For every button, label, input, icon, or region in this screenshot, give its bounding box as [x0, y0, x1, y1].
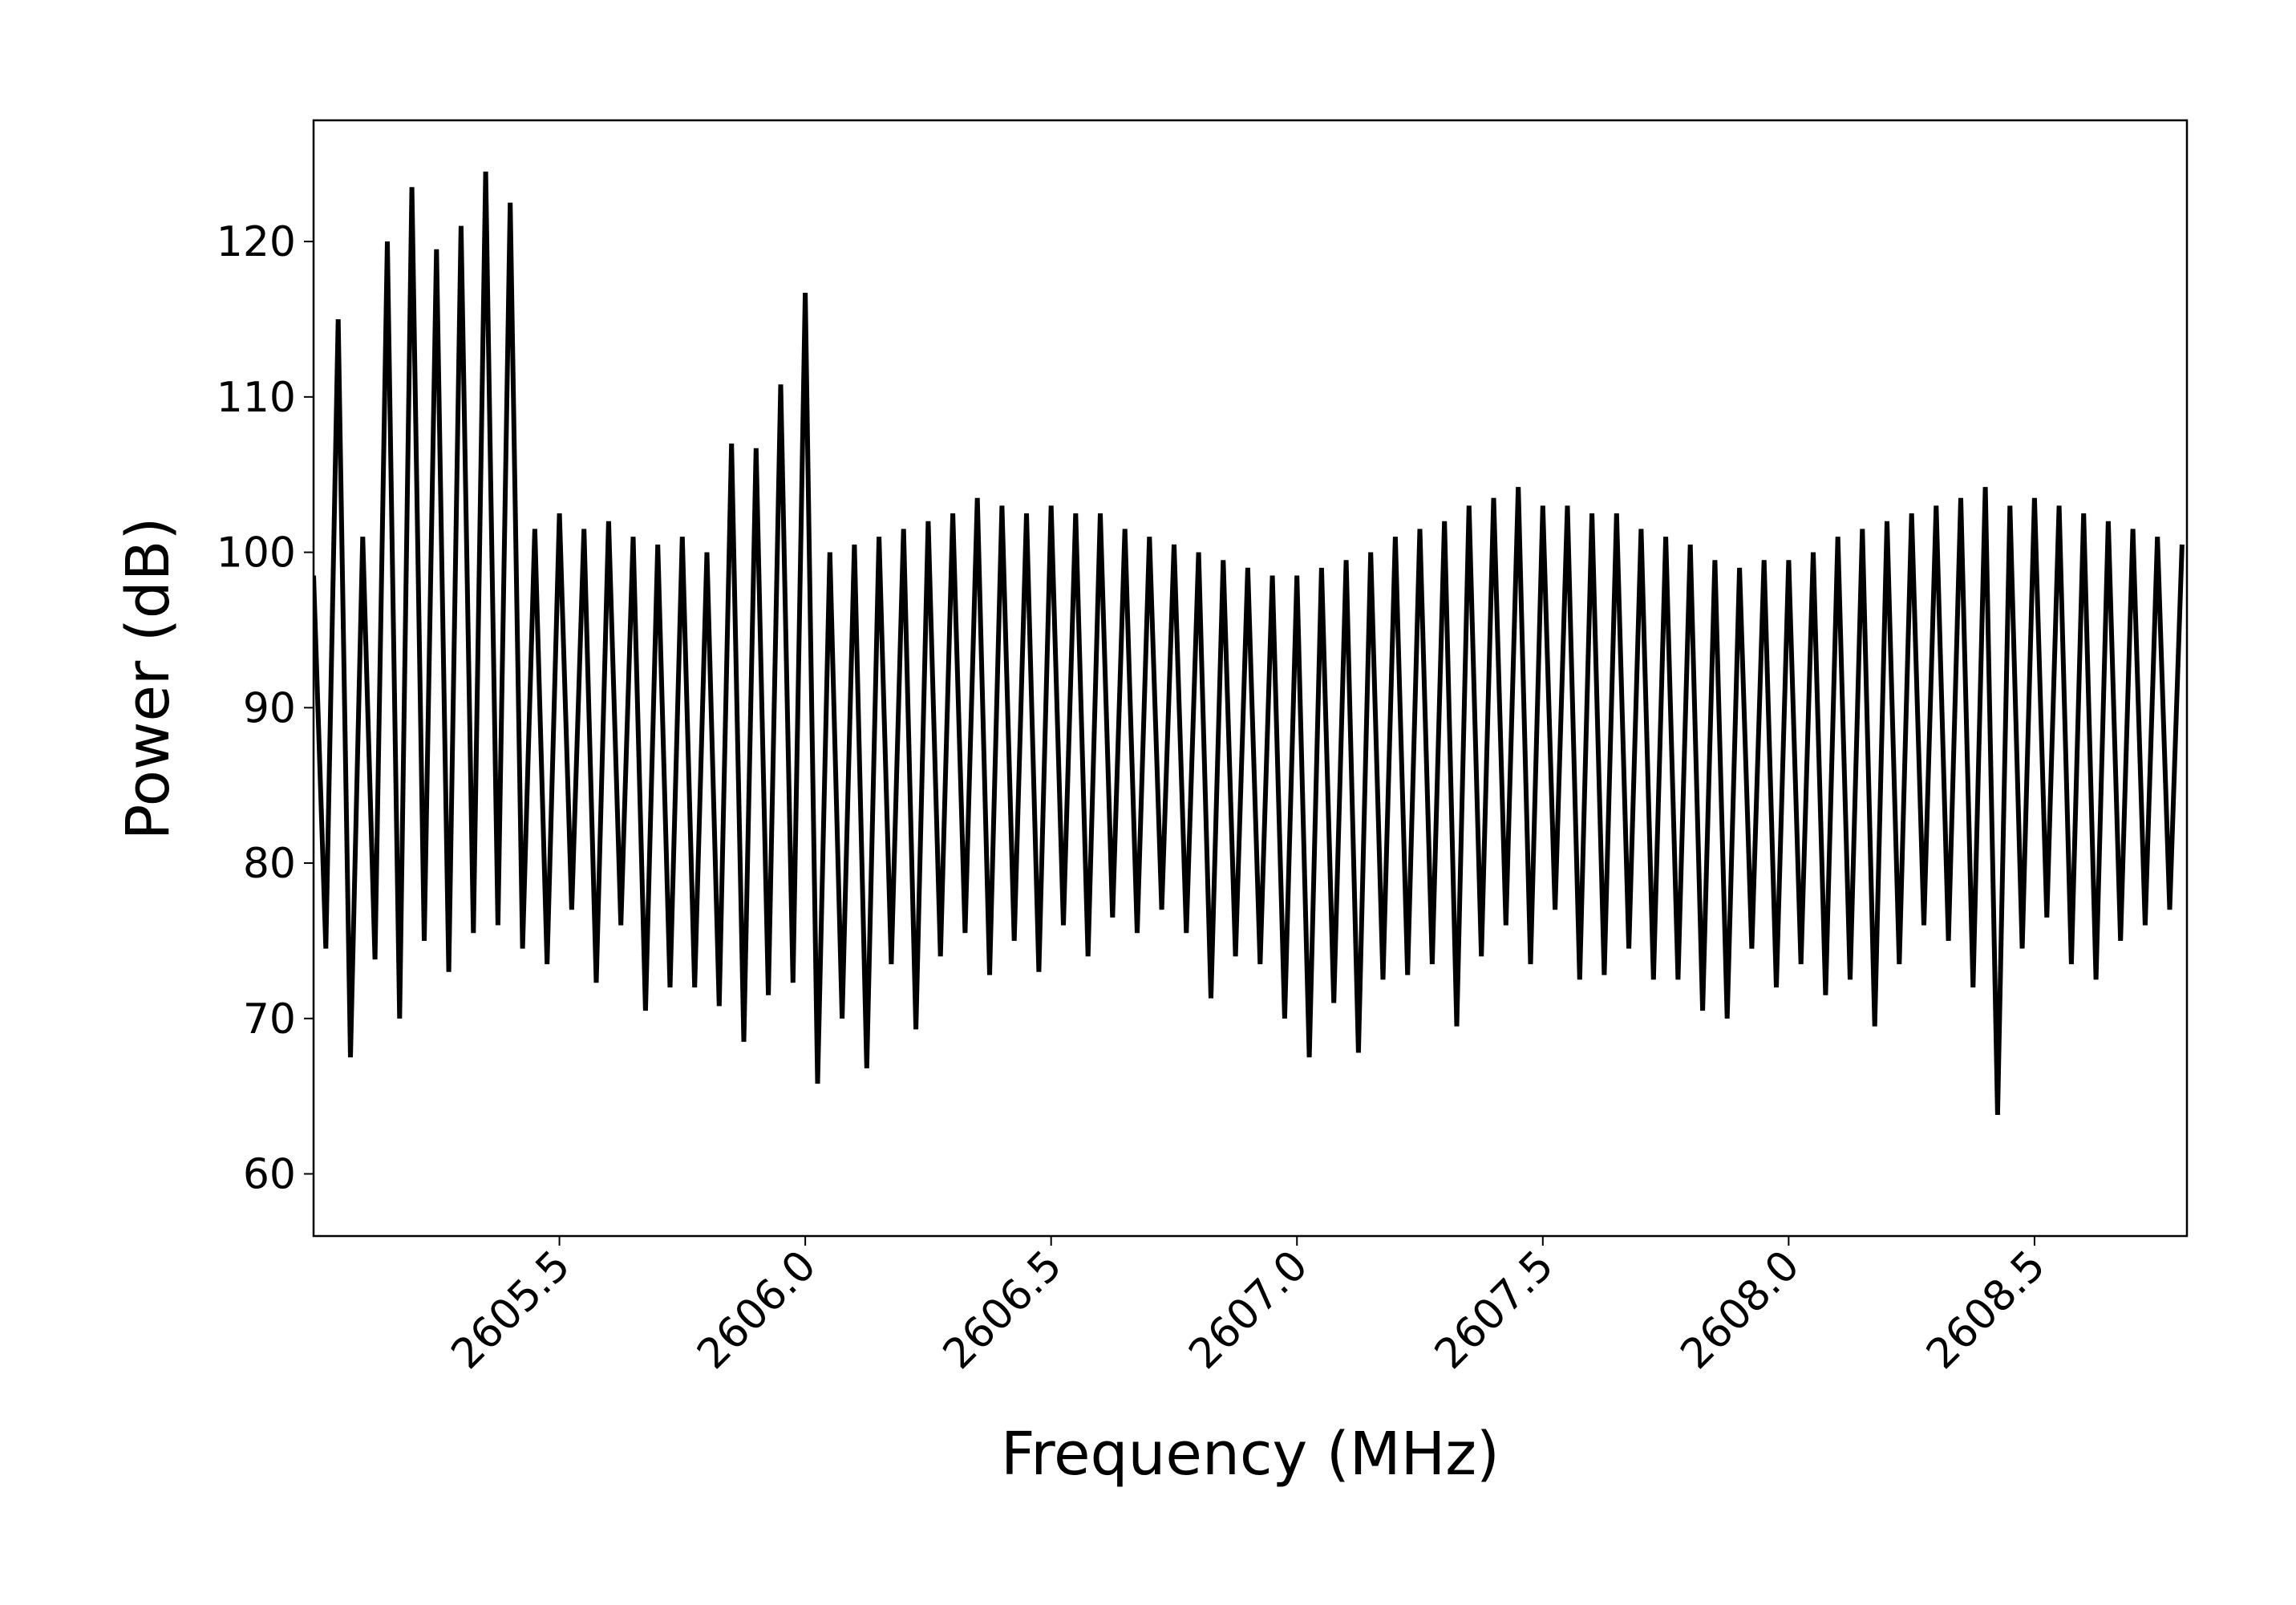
x-tick-label: 2607.0 [1180, 1242, 1317, 1379]
y-tick-label: 70 [243, 995, 296, 1044]
x-tick-label: 2608.0 [1671, 1242, 1808, 1379]
y-tick-label: 60 [243, 1151, 296, 1199]
x-axis-label: Frequency (MHz) [1001, 1420, 1500, 1489]
y-tick-label: 80 [243, 840, 296, 888]
y-tick-label: 120 [217, 218, 296, 266]
x-tick-label: 2608.5 [1917, 1242, 2055, 1379]
plot-frame [312, 119, 2189, 1238]
x-tick-label: 2605.5 [443, 1242, 580, 1379]
y-tick-label: 90 [243, 684, 296, 732]
y-axis-label: Power (dB) [114, 517, 183, 841]
data-line [314, 171, 2185, 1115]
y-tick-label: 100 [217, 529, 296, 578]
y-tick-label: 110 [217, 374, 296, 422]
x-tick-label: 2607.5 [1426, 1242, 1563, 1379]
x-tick-label: 2606.0 [688, 1242, 825, 1379]
x-tick-label: 2606.5 [934, 1242, 1071, 1379]
